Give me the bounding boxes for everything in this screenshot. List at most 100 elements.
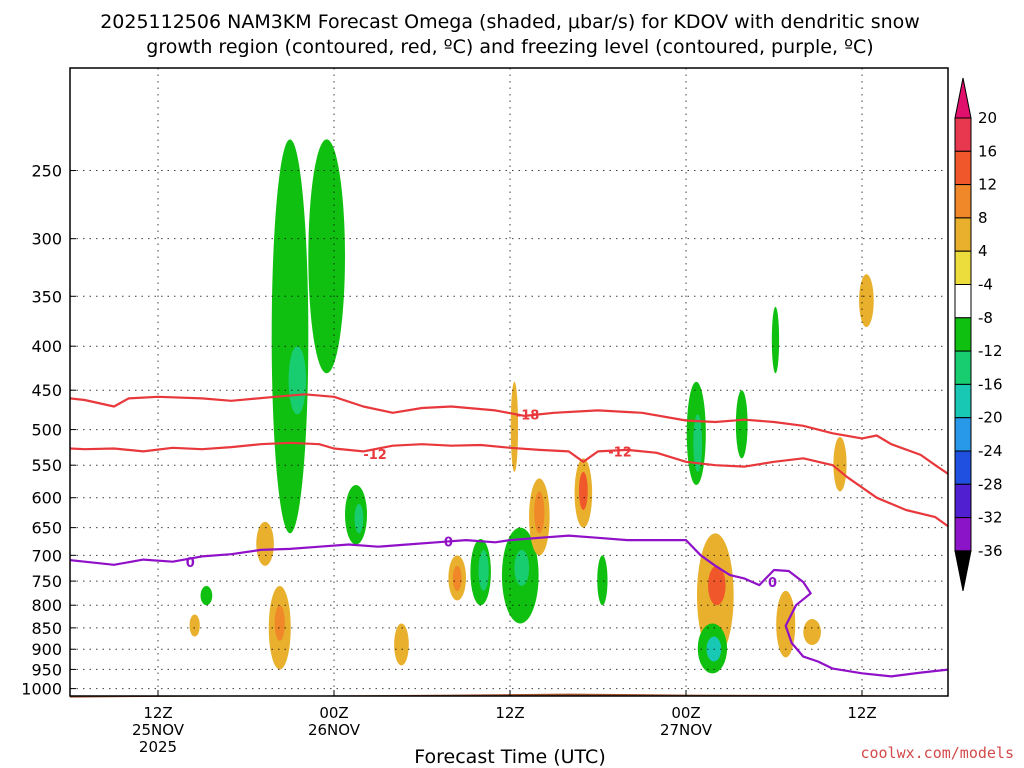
- colorbar-label-6: -8: [978, 309, 993, 327]
- omega-cell-28: [735, 390, 748, 459]
- omega-cell-7: [256, 521, 274, 566]
- omega-cell-10: [394, 623, 409, 666]
- y-tick-400: 400: [31, 337, 62, 356]
- colorbar-swatch-5: [954, 284, 972, 319]
- colorbar-swatch-6: [954, 317, 972, 352]
- colorbar-swatch-0: [954, 117, 972, 152]
- y-tick-550: 550: [31, 456, 62, 475]
- colorbar-swatch-1: [954, 150, 972, 186]
- contour-labels: -18 -12 -12 0 0 0: [186, 408, 777, 591]
- colorbar-top-arrow: [954, 77, 972, 119]
- colorbar-label-12: -32: [978, 509, 1003, 527]
- x-tick-label-0-2: 2025: [139, 738, 177, 756]
- colorbar-label-4: 4: [978, 242, 988, 260]
- omega-cell-23: [693, 414, 703, 472]
- colorbar-label-11: -28: [978, 475, 1003, 493]
- omega-cell-1: [288, 346, 307, 415]
- colorbar-swatch-10: [954, 450, 972, 485]
- y-tick-600: 600: [31, 489, 62, 508]
- colorbar-label-5: -4: [978, 276, 993, 294]
- colorbar-bottom-arrow: [954, 550, 972, 591]
- colorbar-label-2: 12: [978, 176, 997, 194]
- colorbar-swatch-12: [954, 517, 972, 552]
- x-tick-label-0-1: 25NOV: [132, 721, 185, 739]
- colorbar-label-7: -12: [978, 342, 1003, 360]
- omega-cell-33: [771, 306, 780, 374]
- y-tick-900: 900: [31, 640, 62, 659]
- omega-cell-0: [271, 139, 309, 534]
- colorbar-label-0: 20: [978, 109, 997, 127]
- y-tick-300: 300: [31, 230, 62, 249]
- x-axis-label: Forecast Time (UTC): [414, 746, 605, 768]
- omega-cell-12: [452, 565, 462, 591]
- omega-cell-16: [514, 549, 530, 587]
- y-tick-800: 800: [31, 596, 62, 615]
- contour-label-2: -12: [608, 445, 632, 460]
- colorbar-swatch-4: [954, 250, 972, 285]
- grid-lines: [70, 68, 948, 696]
- omega-shading: [189, 139, 874, 674]
- omega-cell-21: [597, 555, 608, 606]
- contour-dgz-0: [70, 393, 948, 476]
- colorbar-label-8: -16: [978, 375, 1003, 393]
- y-tick-950: 950: [31, 660, 62, 679]
- omega-cell-14: [478, 549, 489, 591]
- colorbar-swatch-2: [954, 184, 972, 219]
- title-line-2: growth region (contoured, red, ºC) and f…: [146, 36, 873, 58]
- y-tick-500: 500: [31, 421, 62, 440]
- x-tick-label-36-0: 00Z: [671, 704, 700, 722]
- omega-cell-18: [534, 491, 545, 534]
- x-tick-label-48-0: 12Z: [847, 704, 876, 722]
- colorbar-label-10: -24: [978, 442, 1003, 460]
- contour-label-5: 0: [768, 576, 777, 591]
- omega-cell-8: [200, 586, 213, 606]
- y-tick-650: 650: [31, 519, 62, 538]
- credit-text[interactable]: coolwx.com/models: [860, 744, 1014, 762]
- contour-freezing-level-2: [70, 534, 948, 678]
- y-axis-ticks: 250 300 350 400 450 500 550 600 650 700 750 800 850 9…: [21, 162, 76, 699]
- y-tick-1000: 1000: [21, 680, 62, 699]
- y-tick-850: 850: [31, 619, 62, 638]
- colorbar-swatch-9: [954, 417, 972, 452]
- temperature-contours: [70, 393, 948, 678]
- x-tick-label-24-0: 12Z: [495, 704, 524, 722]
- x-tick-label-12-0: 00Z: [319, 704, 348, 722]
- title-line-1: 2025112506 NAM3KM Forecast Omega (shaded…: [100, 11, 920, 33]
- colorbar-label-3: 8: [978, 209, 988, 227]
- omega-cell-25: [708, 565, 726, 606]
- omega-cell-30: [803, 618, 821, 646]
- y-tick-350: 350: [31, 287, 62, 306]
- contour-label-4: 0: [444, 536, 453, 551]
- omega-cell-31: [833, 436, 847, 492]
- contour-label-0: -18: [516, 408, 540, 423]
- contour-dgz-1: [70, 441, 948, 528]
- omega-cell-20: [578, 471, 588, 510]
- omega-cell-2: [308, 139, 345, 374]
- x-tick-label-36-1: 27NOV: [660, 721, 713, 739]
- contour-label-3: 0: [186, 556, 195, 571]
- chart-title: 2025112506 NAM3KM Forecast Omega (shaded…: [100, 11, 920, 58]
- y-tick-250: 250: [31, 162, 62, 181]
- omega-cell-34: [510, 381, 519, 472]
- colorbar: 20 16 12 8 4 -4 -8 -12 -16 -20 -24 -28 -32 -36: [954, 77, 1003, 591]
- y-tick-450: 450: [31, 381, 62, 400]
- omega-cell-9: [189, 614, 200, 637]
- omega-cell-32: [859, 274, 874, 328]
- plot-frame: [69, 67, 949, 697]
- omega-cell-4: [354, 503, 364, 534]
- colorbar-label-1: 16: [978, 142, 997, 160]
- contour-label-1: -12: [363, 448, 387, 463]
- colorbar-swatch-11: [954, 483, 972, 519]
- colorbar-label-9: -20: [978, 409, 1003, 427]
- x-tick-label-0-0: 12Z: [143, 704, 172, 722]
- colorbar-swatch-3: [954, 217, 972, 252]
- x-tick-label-12-1: 26NOV: [308, 721, 361, 739]
- colorbar-swatch-7: [954, 350, 972, 385]
- y-tick-750: 750: [31, 572, 62, 591]
- omega-cell-6: [274, 605, 285, 641]
- colorbar-label-13: -36: [978, 542, 1003, 560]
- colorbar-swatch-8: [954, 383, 972, 419]
- y-tick-700: 700: [31, 546, 62, 565]
